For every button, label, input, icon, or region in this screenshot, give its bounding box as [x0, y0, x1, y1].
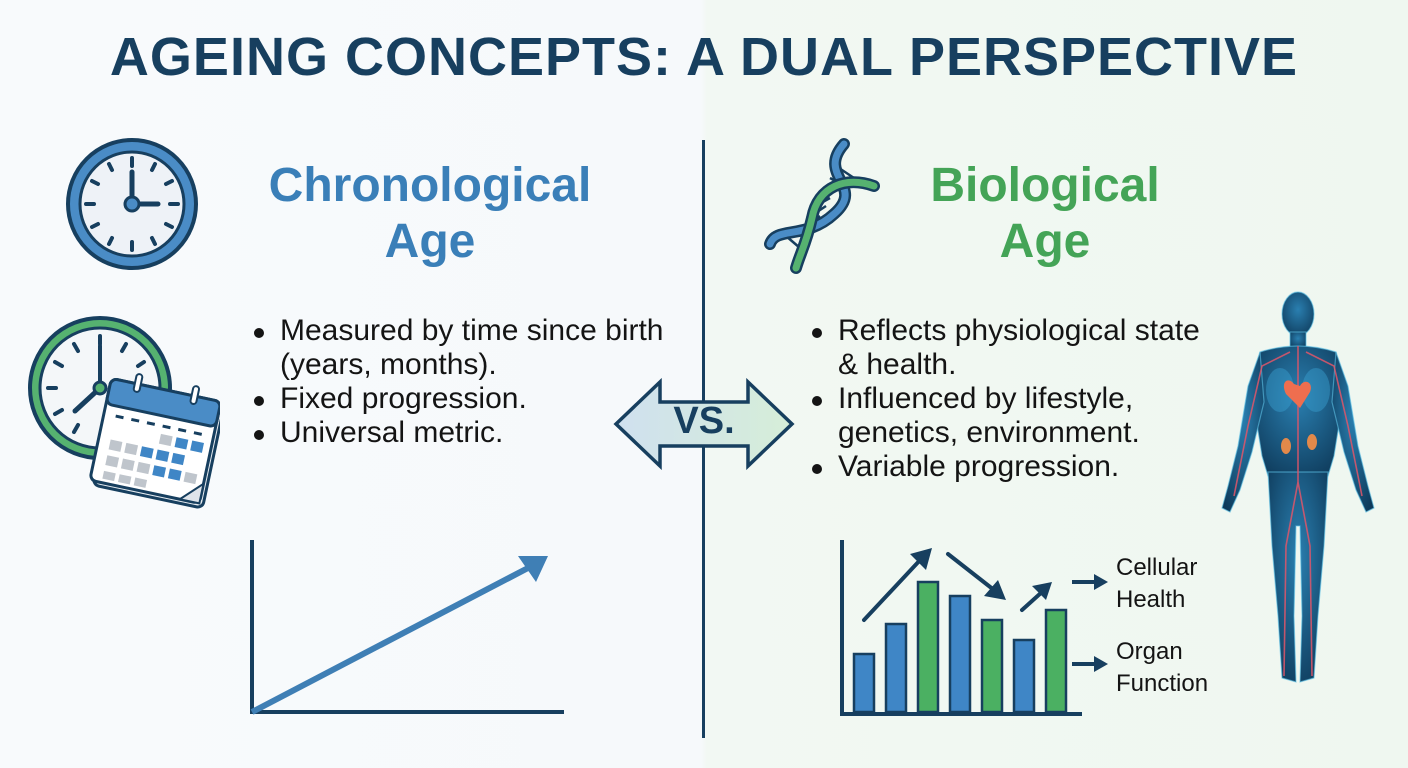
biological-heading-line1: Biological — [930, 159, 1160, 212]
human-body-icon — [1208, 286, 1388, 696]
variable-progression-chart — [836, 536, 1116, 718]
clock-icon — [62, 134, 202, 274]
organ-function-text: Organ Function — [1116, 638, 1209, 697]
biological-heading: Biological Age — [880, 158, 1210, 270]
chronological-bullet: Measured by time since birth (years, mon… — [250, 314, 690, 382]
cellular-health-arrow-icon — [1070, 572, 1110, 592]
biological-heading-line2: Age — [999, 215, 1091, 268]
biological-bullet-list: Reflects physiological state & health. I… — [808, 314, 1228, 484]
cellular-health-text: Cellular Health — [1116, 554, 1198, 613]
dna-icon — [756, 136, 896, 276]
biological-bullet: Reflects physiological state & health. — [808, 314, 1228, 382]
double-arrow-icon — [613, 378, 795, 470]
chronological-heading-line1: Chronological — [268, 159, 592, 212]
biological-bullet: Variable progression. — [808, 450, 1228, 484]
linear-progression-graph — [246, 536, 568, 718]
chronological-heading: Chronological Age — [230, 158, 630, 270]
chronological-heading-line2: Age — [384, 215, 476, 268]
page-title: AGEING CONCEPTS: A DUAL PERSPECTIVE — [109, 27, 1299, 87]
chronological-bullet: Universal metric. — [250, 416, 690, 450]
cellular-health-label: Cellular Health — [1116, 552, 1206, 616]
biological-bullet: Influenced by lifestyle, genetics, envir… — [808, 382, 1228, 450]
organ-function-arrow-icon — [1070, 654, 1110, 674]
clock-calendar-icon — [20, 308, 220, 518]
organ-function-label: Organ Function — [1116, 636, 1216, 700]
vs-label: VS. — [673, 400, 735, 442]
chronological-bullet: Fixed progression. — [250, 382, 690, 416]
chronological-bullet-list: Measured by time since birth (years, mon… — [250, 314, 690, 450]
